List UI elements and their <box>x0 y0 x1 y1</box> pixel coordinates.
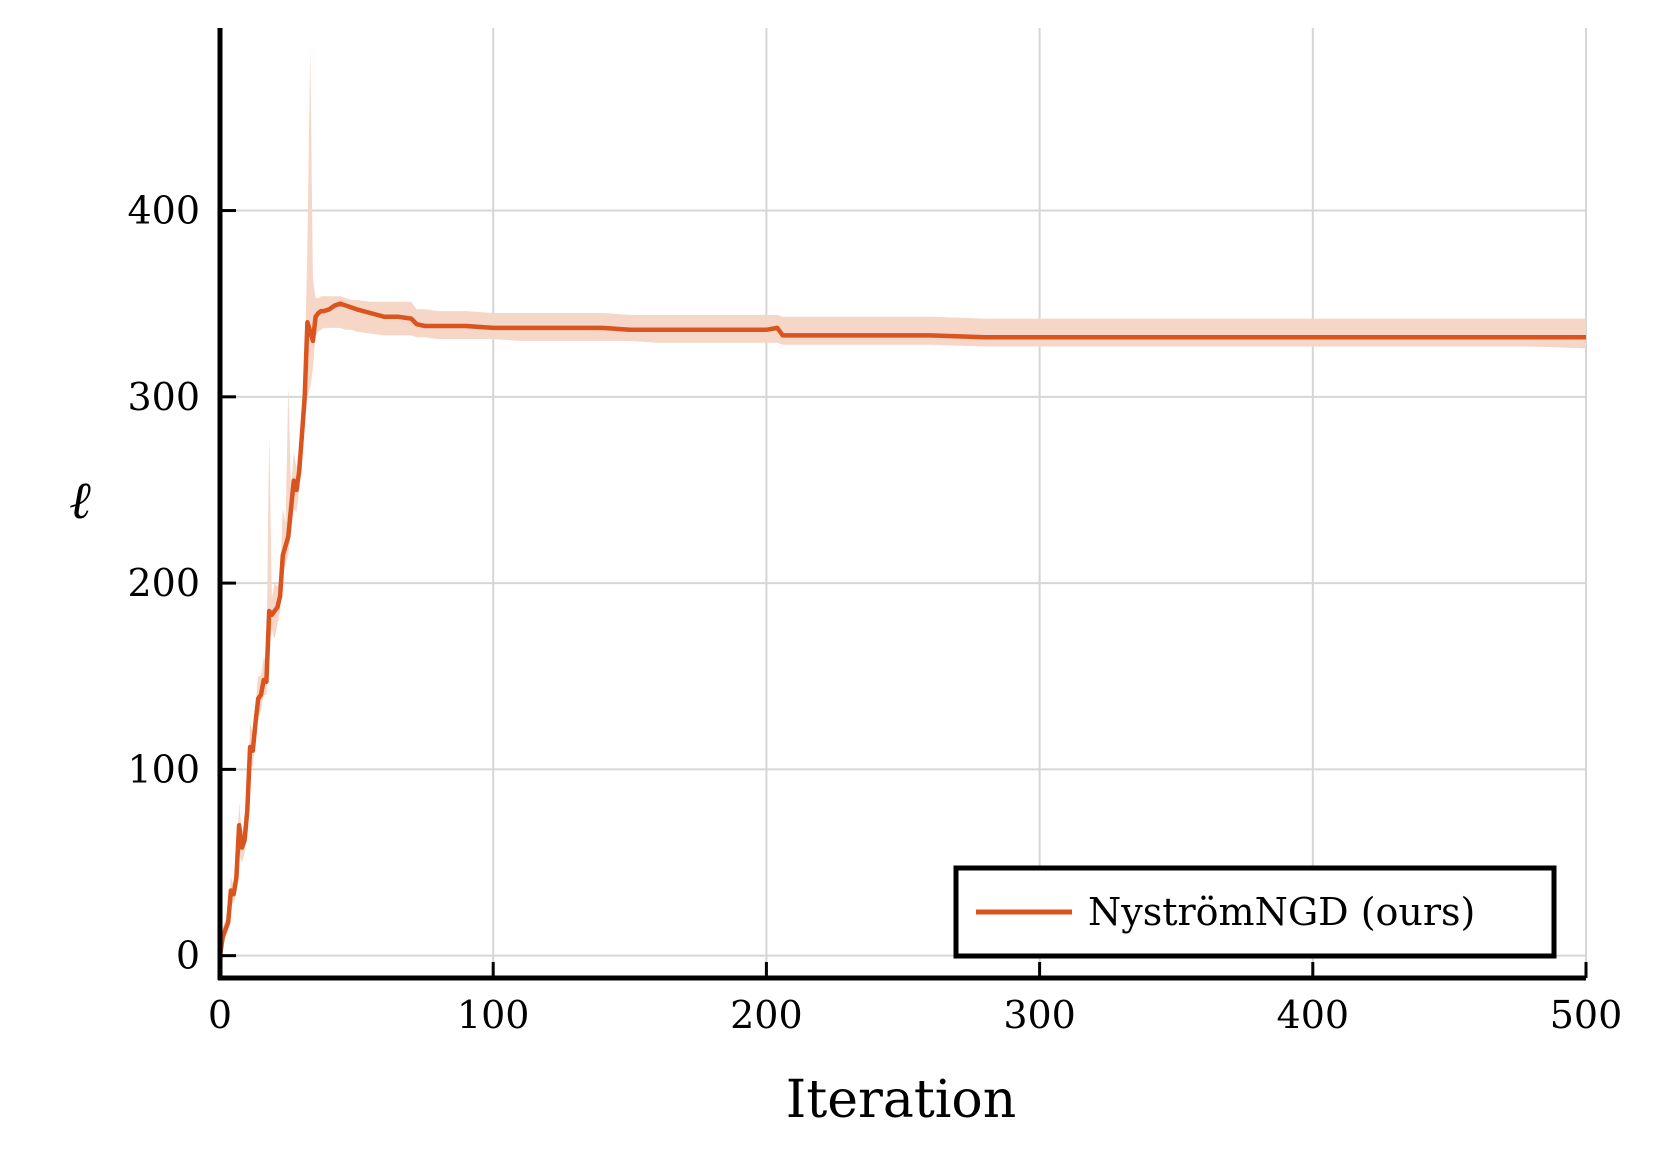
tick-labels: 0 100 200 300 400 500 0 100 200 300 400 <box>127 189 1622 1037</box>
y-tick-label-300: 300 <box>127 375 200 419</box>
legend: NyströmNGD (ours) <box>953 865 1557 959</box>
series-line-layer <box>217 301 1586 956</box>
y-tick-label-400: 400 <box>127 189 200 233</box>
x-tick-label-300: 300 <box>1003 993 1076 1037</box>
x-tick-label-0: 0 <box>208 993 232 1037</box>
y-tick-label-100: 100 <box>127 747 200 791</box>
confidence-band-layer <box>220 46 1586 956</box>
y-tick-label-200: 200 <box>127 561 200 605</box>
legend-entry-label: NyströmNGD (ours) <box>1088 890 1475 934</box>
x-tick-label-500: 500 <box>1550 993 1623 1037</box>
series-line <box>217 301 1586 956</box>
series-band <box>220 46 1586 956</box>
x-tick-label-100: 100 <box>457 993 530 1037</box>
x-tick-label-200: 200 <box>730 993 803 1037</box>
x-axis-label: Iteration <box>786 1070 1016 1130</box>
grid <box>220 28 1587 978</box>
x-tick-label-400: 400 <box>1277 993 1350 1037</box>
y-tick-label-0: 0 <box>176 934 200 978</box>
y-axis-label: ℓ <box>69 471 91 531</box>
axes <box>217 28 1588 981</box>
